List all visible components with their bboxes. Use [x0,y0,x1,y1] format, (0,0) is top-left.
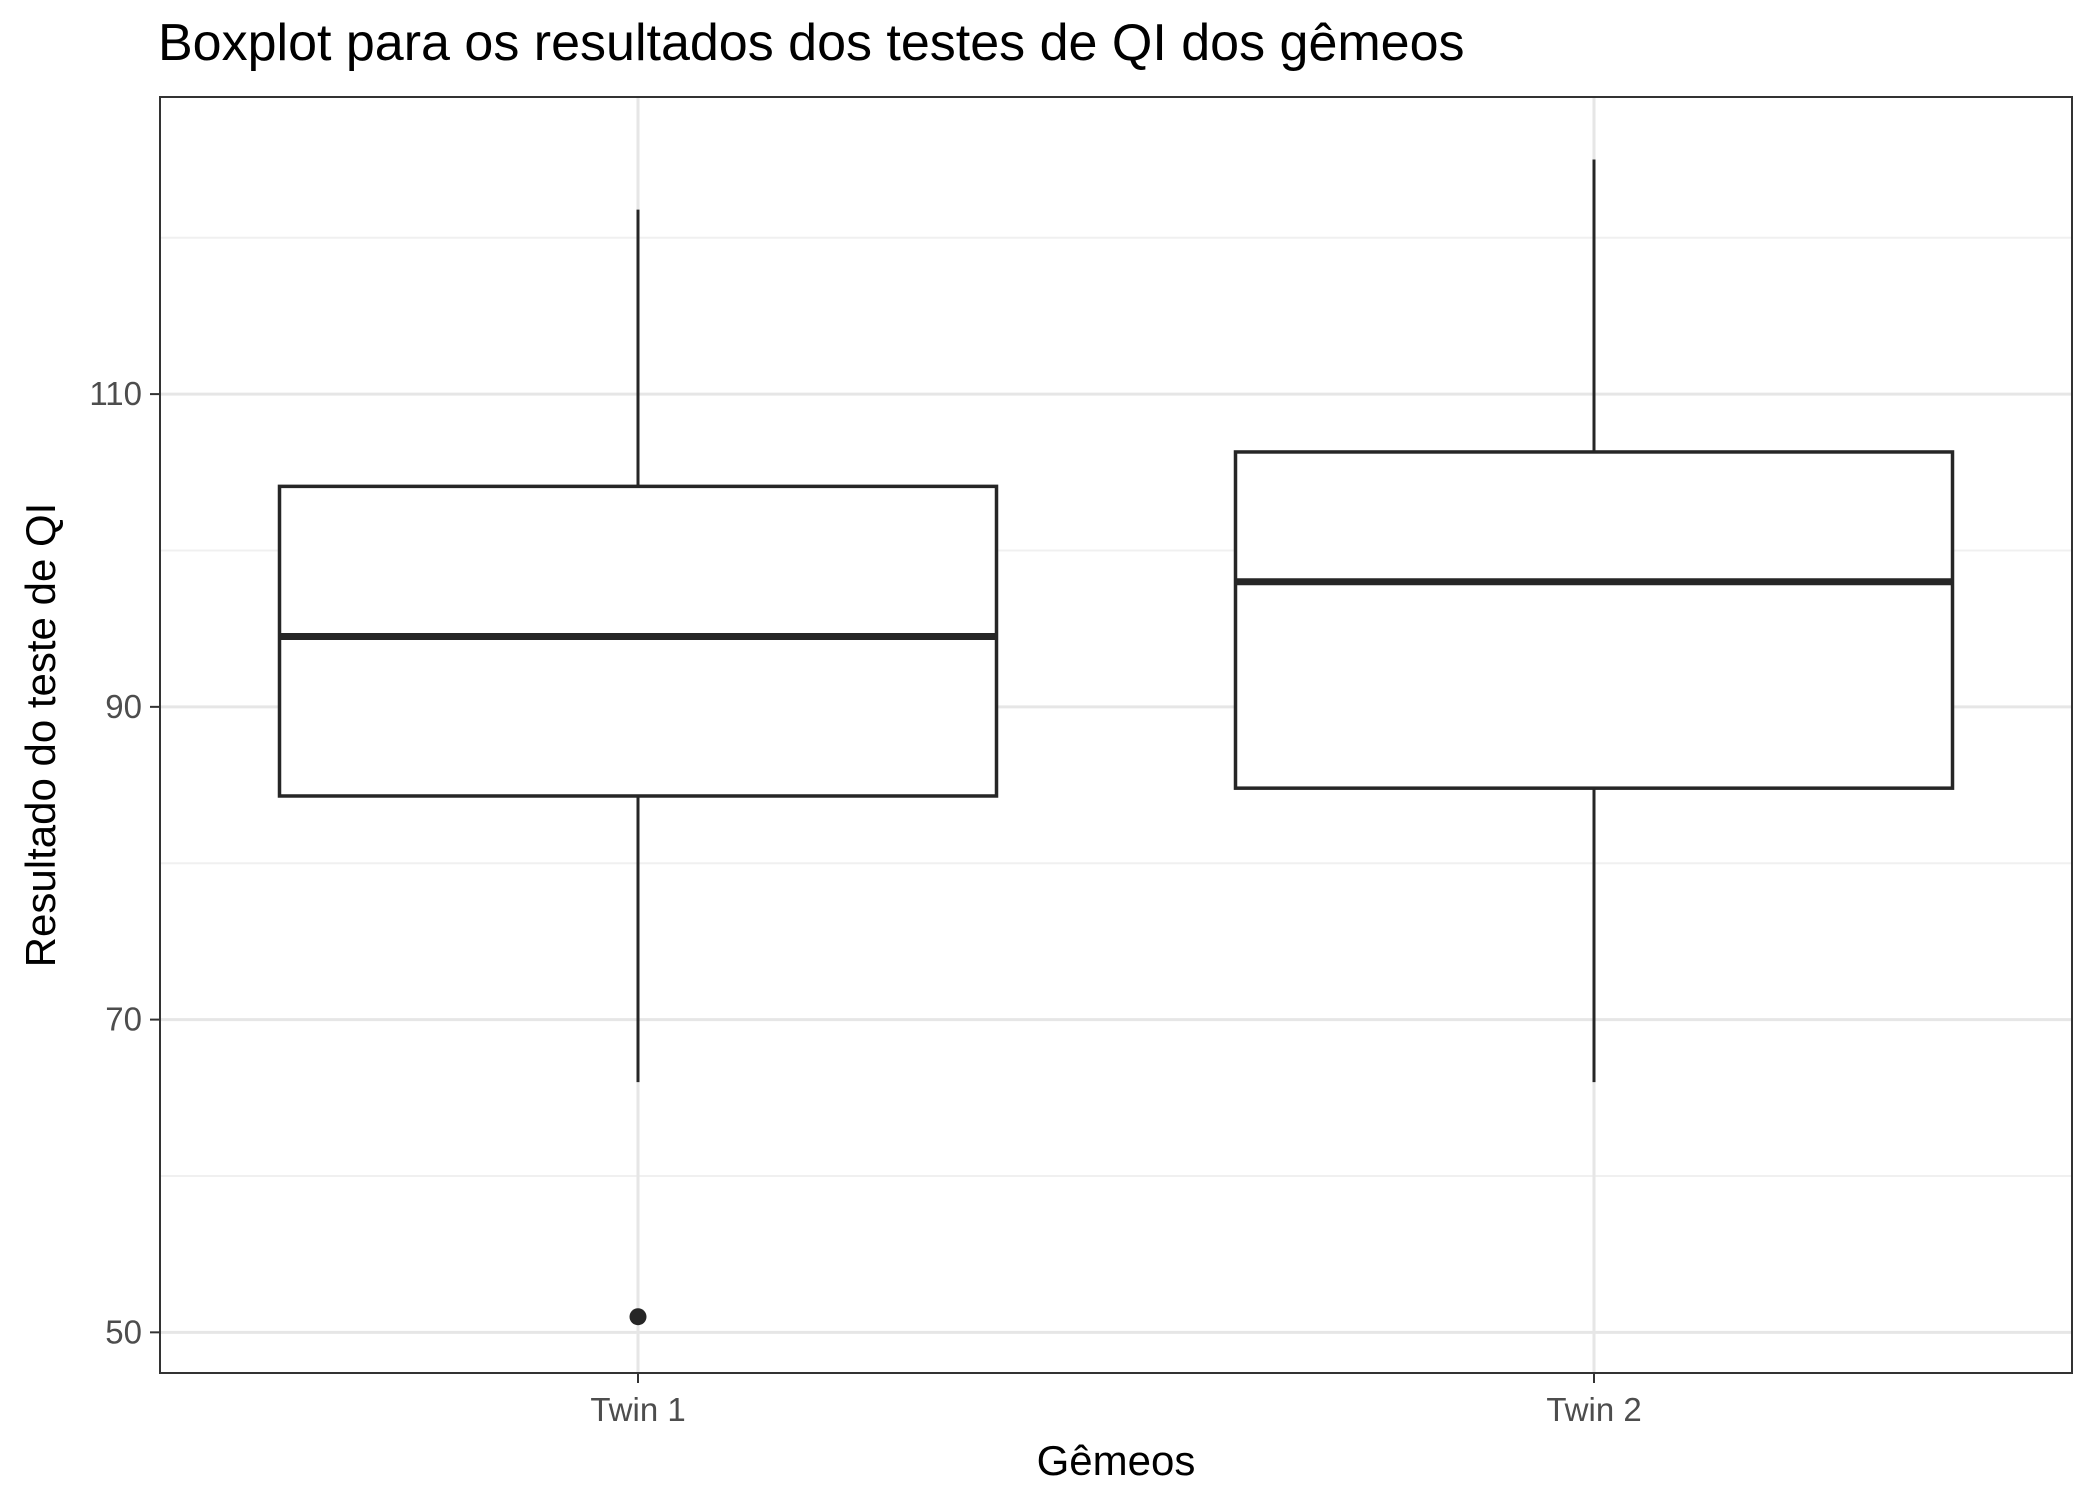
box-iqr [277,484,999,798]
box-iqr [1233,450,1955,790]
box-group [1233,159,1955,1083]
y-tick-label: 110 [89,375,142,412]
y-tick-label: 50 [105,1313,142,1350]
box-group [277,209,999,1326]
x-tick-label: Twin 2 [1546,1391,1641,1428]
x-axis-title: Gêmeos [1037,1437,1196,1484]
panel-border [159,96,2073,1374]
y-tick-label: 70 [105,1001,142,1038]
x-tick-label: Twin 1 [590,1391,685,1428]
x-axis: Twin 1 Twin 2 [590,1373,1642,1428]
outlier-point [629,1308,647,1326]
y-axis: 50 70 90 110 [89,375,160,1350]
y-tick-label: 90 [105,688,142,725]
chart-title: Boxplot para os resultados dos testes de… [158,14,1465,72]
y-axis-title: Resultado do teste de QI [17,503,64,968]
boxplot-series [277,159,1955,1326]
